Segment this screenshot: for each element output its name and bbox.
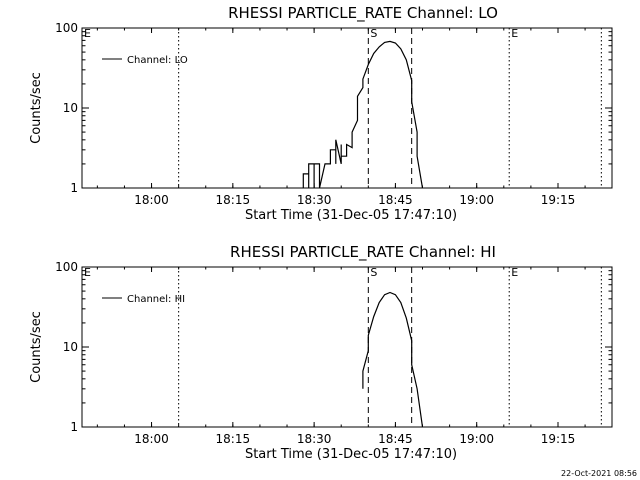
marker-label: S [370, 27, 377, 40]
x-tick-label: 19:15 [541, 432, 576, 446]
chart-panel-1: RHESSI PARTICLE_RATE Channel: LO 18:00 18:… [29, 4, 613, 223]
x-tick-label: 18:45 [378, 193, 413, 207]
x-tick-label: 18:45 [378, 432, 413, 446]
x-tick-label: 19:00 [459, 193, 494, 207]
x-tick-label: 18:30 [297, 193, 332, 207]
series-line [302, 40, 424, 189]
timestamp-label: 22-Oct-2021 08:56 [561, 469, 637, 478]
marker-label: S [370, 266, 377, 279]
x-axis-label: Start Time (31-Dec-05 17:47:10) [245, 208, 457, 223]
x-tick-label: 18:15 [216, 193, 251, 207]
x-tick-label: 18:00 [134, 432, 169, 446]
x-tick-label: 18:00 [134, 193, 169, 207]
x-tick-label: 18:15 [216, 432, 251, 446]
x-tick-label: 18:30 [297, 432, 332, 446]
y-tick-label: 10 [63, 340, 78, 354]
marker-label: E [511, 27, 518, 40]
y-tick-label: 100 [55, 21, 78, 35]
marker-label: E [84, 266, 91, 279]
y-axis-label: Counts/sec [29, 311, 44, 383]
legend-label: Channel: HI [127, 294, 185, 305]
marker-label: E [511, 266, 518, 279]
y-tick-label: 10 [63, 101, 78, 115]
y-axis-label: Counts/sec [29, 72, 44, 144]
x-tick-label: 19:00 [459, 432, 494, 446]
x-tick-label: 19:15 [541, 193, 576, 207]
series-line [362, 291, 424, 428]
x-axis-label: Start Time (31-Dec-05 17:47:10) [245, 447, 457, 462]
y-tick-label: 1 [70, 420, 78, 434]
y-tick-label: 100 [55, 260, 78, 274]
chart-panel-2: RHESSI PARTICLE_RATE Channel: HI 18:00 18:… [29, 243, 613, 462]
chart-title: RHESSI PARTICLE_RATE Channel: LO [228, 4, 498, 23]
marker-label: E [84, 27, 91, 40]
legend-label: Channel: LO [127, 55, 188, 66]
chart-title: RHESSI PARTICLE_RATE Channel: HI [230, 243, 496, 262]
y-tick-label: 1 [70, 181, 78, 195]
